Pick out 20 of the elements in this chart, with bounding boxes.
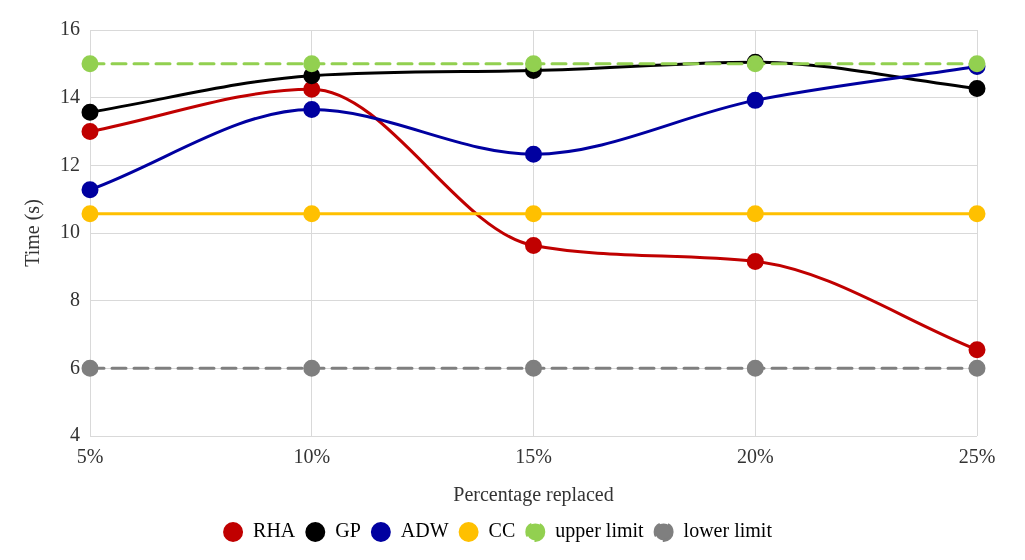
legend-label: ADW (400, 519, 449, 542)
y-tick-label: 14 (60, 84, 80, 107)
x-tick-label: 20% (736, 445, 774, 468)
x-tick-label: 5% (76, 445, 104, 468)
y-tick-label: 10 (60, 220, 80, 243)
x-tick-label: 25% (958, 445, 996, 468)
legend-label: lower limit (683, 519, 773, 542)
x-tick-label: 10% (293, 445, 331, 468)
y-tick-label: 8 (70, 287, 80, 310)
y-tick-label: 6 (70, 355, 80, 378)
y-tick-label: 12 (60, 152, 80, 175)
y-tick-label: 16 (60, 17, 80, 40)
legend-label: upper limit (555, 519, 645, 543)
y-axis-title: Time (s) (21, 199, 45, 267)
legend-label: CC (488, 519, 516, 542)
legend-label: GP (335, 519, 361, 542)
y-tick-label: 4 (70, 423, 80, 446)
x-tick-label: 15% (515, 445, 552, 468)
x-axis-title: Percentage replaced (453, 483, 614, 507)
legend-label: RHA (253, 519, 296, 542)
